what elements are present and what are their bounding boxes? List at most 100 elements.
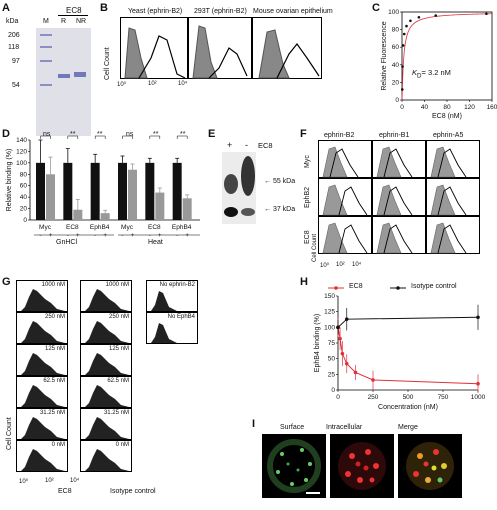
c-point [434, 14, 438, 17]
f-control-trace [430, 222, 456, 254]
h-point [353, 370, 358, 375]
d-sign-label: - [39, 232, 41, 239]
h-point [336, 325, 340, 330]
g-conc-label: 125 nM [108, 346, 129, 352]
d-sign-label: - [121, 232, 123, 239]
f-xtick-1: 10² [336, 262, 345, 268]
group-heat: Heat [148, 239, 163, 246]
panel-b-hist-3 [252, 17, 322, 79]
d-bar [155, 192, 165, 220]
h-point [476, 315, 480, 320]
g-histogram-0-5: 0 nM [16, 440, 68, 472]
c-frame [401, 11, 493, 101]
d-bar [145, 162, 155, 220]
g-histogram-svg [21, 353, 65, 375]
c-xlabel: EC8 (nM) [432, 113, 462, 120]
marker-band [40, 84, 52, 86]
d-bar [172, 162, 182, 220]
g-trace [21, 449, 65, 471]
c-xtick-label: 80 [443, 104, 451, 111]
g-histogram-0-2: 125 nM [16, 344, 68, 376]
panel-b-ylabel: Cell Count [104, 47, 111, 80]
f-col-3: ephrin-A5 [433, 132, 464, 139]
c-ytick-label: 100 [388, 9, 399, 16]
nonreduced-band [74, 72, 86, 77]
g-histogram-1-2: 125 nM [80, 344, 132, 376]
d-sign-label: + [158, 232, 162, 239]
c-point [417, 15, 421, 19]
i-title-2: Intracellular [326, 424, 363, 431]
c-xtick-label: 40 [421, 104, 429, 111]
intracellular-cell [338, 442, 386, 490]
c-ytick-label: 40 [392, 62, 400, 69]
d-ytick-label: 140 [16, 137, 27, 144]
h-series-line [337, 316, 479, 328]
panel-b-xtick-2: 10⁴ [178, 81, 188, 87]
histogram-yeast [124, 27, 186, 79]
western-blot [222, 152, 256, 224]
g-conc-label: 250 nM [44, 314, 65, 320]
panel-e-plus: + [227, 140, 233, 150]
f-row-3: EC8 [304, 230, 311, 244]
d-category-label: Myc [39, 224, 52, 231]
g-histogram-1-5: 0 nM [80, 440, 132, 472]
d-ytick-label: 40 [20, 194, 28, 201]
d-ytick-label: 80 [20, 171, 28, 178]
panel-c-letter: C [372, 2, 380, 14]
f-control-trace [376, 222, 402, 254]
h-point [336, 325, 340, 330]
sig-6: ** [180, 131, 186, 138]
g-histogram-svg [85, 321, 129, 343]
sig-1: ns [43, 131, 51, 138]
h-xtick-label: 1000 [471, 394, 486, 401]
panel-g-letter: G [2, 276, 11, 288]
d-bar [63, 162, 73, 220]
c-point [402, 32, 406, 36]
f-col-2: ephrin-B1 [379, 132, 410, 139]
d-sign-label: - [67, 232, 69, 239]
d-sign-label: + [76, 232, 80, 239]
d-ytick-label: 120 [16, 148, 27, 155]
f-histogram-svg [430, 146, 467, 178]
d-category-label: Myc [121, 224, 134, 231]
d-bar [100, 213, 110, 220]
g-conc-label: 250 nM [108, 314, 129, 320]
f-control-trace [322, 184, 348, 216]
d-category-label: EphB4 [172, 224, 192, 231]
marker-54: 54 [12, 82, 20, 89]
g-ylabel: Cell Count [6, 417, 13, 450]
f-histogram-svg [322, 146, 359, 178]
merge-cell [406, 442, 454, 490]
h-ytick-label: 25 [328, 371, 336, 378]
g-control-trace [151, 323, 177, 343]
f-sample-trace [338, 186, 368, 216]
f-histogram-svg [430, 184, 467, 216]
panel-b-title-3: Mouse ovarian epithelium [253, 8, 333, 15]
f-histogram-r2c2 [426, 216, 480, 254]
panel-i-letter: I [252, 418, 256, 430]
surface-cell [267, 439, 321, 493]
c-xtick-label: 160 [487, 104, 497, 111]
marker-97: 97 [12, 58, 20, 65]
c-point [401, 65, 404, 68]
panel-b-title-1: Yeast (ephrin-B2) [128, 8, 183, 15]
g-conc-label: 62.5 nM [107, 378, 129, 384]
d-category-label: EC8 [148, 224, 161, 231]
c-point [400, 88, 404, 91]
d-ytick-label: 100 [16, 160, 27, 167]
f-histogram-svg [322, 222, 368, 254]
f-row-2: EphB2 [304, 186, 311, 208]
f-row-1: Myc [304, 155, 311, 168]
g-trace [85, 417, 129, 439]
g-trace [85, 449, 129, 471]
f-control-trace [376, 184, 402, 216]
c-ytick-label: 60 [392, 44, 400, 51]
panel-a-letter: A [2, 2, 10, 14]
g-control-svg [151, 323, 177, 343]
h-point [344, 317, 349, 321]
h-ytick-label: 0 [331, 387, 335, 394]
g-histogram-0-4: 31.25 nM [16, 408, 68, 440]
c-point [405, 24, 408, 28]
g-histogram-svg [85, 385, 129, 407]
sig-4: ns [126, 131, 134, 138]
